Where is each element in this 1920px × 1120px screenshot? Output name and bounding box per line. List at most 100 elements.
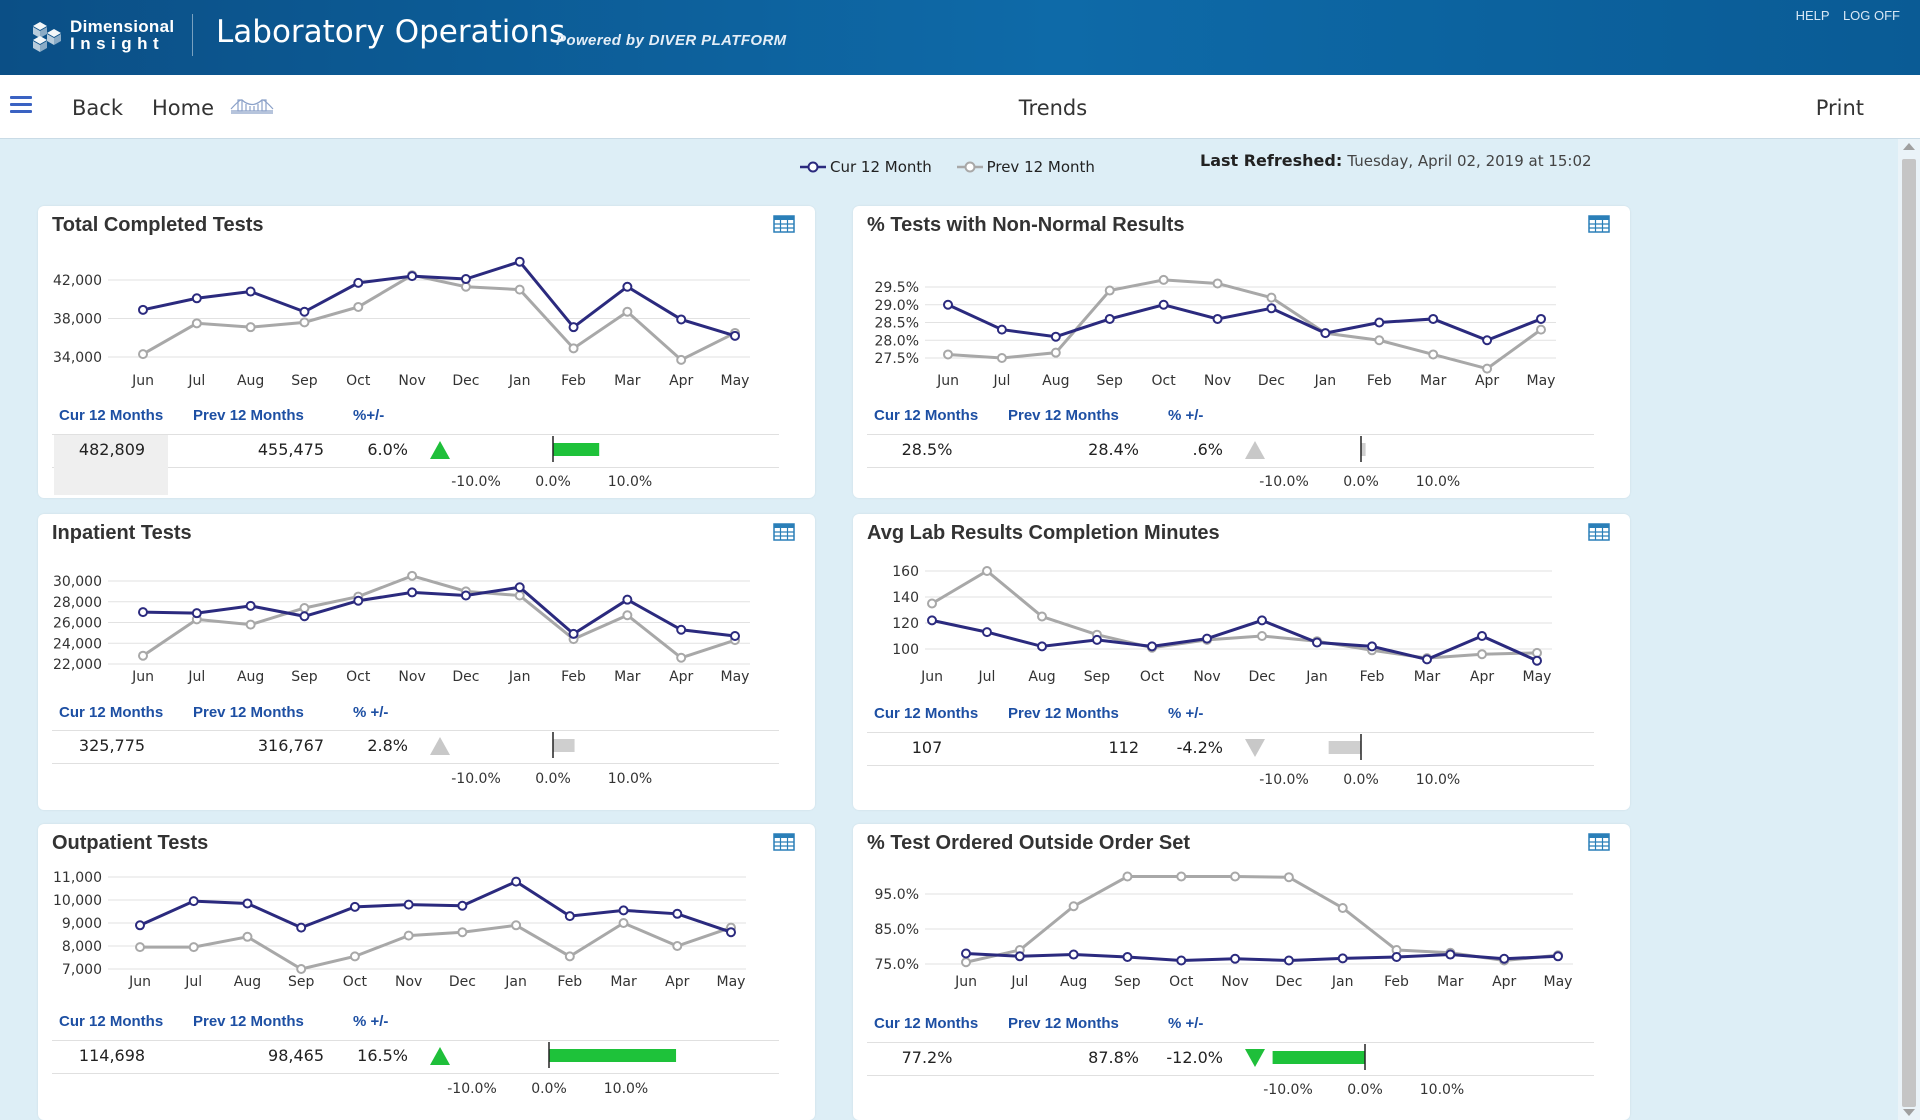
stats-value-pct: 16.5% bbox=[357, 1046, 408, 1065]
table-view-icon[interactable] bbox=[773, 215, 795, 233]
header-divider bbox=[192, 14, 193, 56]
stats-header-prev: Prev 12 Months bbox=[193, 704, 304, 721]
table-view-icon[interactable] bbox=[1588, 523, 1610, 541]
legend-prev-icon bbox=[956, 161, 983, 173]
panel-inpatient-tests: Inpatient Tests bbox=[38, 514, 815, 810]
scale-label: -10.0% bbox=[451, 474, 501, 490]
scroll-up-icon[interactable] bbox=[1903, 143, 1915, 150]
scale-label: -10.0% bbox=[1263, 1082, 1313, 1098]
print-link[interactable]: Print bbox=[1815, 96, 1864, 120]
scroll-thumb[interactable] bbox=[1902, 159, 1916, 1107]
scroll-down-icon[interactable] bbox=[1903, 1109, 1915, 1116]
app-title: Laboratory Operations bbox=[216, 14, 566, 50]
stats-value-prev: 316,767 bbox=[257, 736, 324, 755]
powered-by-label: Powered by DIVER PLATFORM bbox=[556, 32, 787, 49]
panel-title: % Tests with Non-Normal Results bbox=[867, 214, 1185, 236]
top-header: Dimensional Insight Laboratory Operation… bbox=[0, 0, 1920, 75]
stats-value-pct: .6% bbox=[1192, 440, 1223, 459]
panel-title: Total Completed Tests bbox=[52, 214, 264, 236]
stats-row-divider bbox=[52, 763, 779, 764]
stats-header-prev: Prev 12 Months bbox=[1008, 1015, 1119, 1032]
scale-label: 0.0% bbox=[535, 474, 571, 490]
scale-label: -10.0% bbox=[447, 1081, 497, 1097]
stats-header-pct: % +/- bbox=[1168, 705, 1204, 722]
scale-label: 0.0% bbox=[535, 771, 571, 787]
stats-header-cur: Cur 12 Months bbox=[59, 704, 164, 721]
stats-value-cur: 77.2% bbox=[901, 1048, 953, 1067]
hamburger-menu-icon[interactable] bbox=[10, 96, 32, 114]
scale-label: 0.0% bbox=[531, 1081, 567, 1097]
stats-header-pct: % +/- bbox=[1168, 1015, 1204, 1032]
scale-label: -10.0% bbox=[1259, 474, 1309, 490]
table-view-icon[interactable] bbox=[1588, 833, 1610, 851]
table-view-icon[interactable] bbox=[1588, 215, 1610, 233]
stats-row-divider bbox=[52, 1073, 779, 1074]
stats-header-pct: % +/- bbox=[353, 704, 389, 721]
stats-row-divider bbox=[52, 1040, 779, 1041]
scale-label: 10.0% bbox=[1415, 772, 1461, 788]
help-link[interactable]: HELP bbox=[1795, 8, 1830, 23]
stats-header-cur: Cur 12 Months bbox=[874, 705, 979, 722]
scale-label: -10.0% bbox=[1259, 772, 1309, 788]
stats-row-divider bbox=[867, 1042, 1594, 1043]
stats-value-cur: 482,809 bbox=[78, 440, 146, 459]
stats-header-prev: Prev 12 Months bbox=[1008, 705, 1119, 722]
back-link[interactable]: Back bbox=[72, 96, 123, 120]
last-refreshed: Last Refreshed: Tuesday, April 02, 2019 … bbox=[1200, 151, 1592, 170]
stats-header-cur: Cur 12 Months bbox=[59, 407, 164, 424]
stats-row-divider bbox=[52, 730, 779, 731]
stats-value-prev: 28.4% bbox=[1088, 440, 1139, 459]
stats-row-divider bbox=[867, 467, 1594, 468]
vertical-scrollbar[interactable] bbox=[1898, 139, 1920, 1120]
logo-text-line2: Insight bbox=[70, 34, 165, 53]
stats-header-prev: Prev 12 Months bbox=[193, 1013, 304, 1030]
stats-header-pct: % +/- bbox=[353, 1013, 389, 1030]
last-refreshed-label: Last Refreshed: bbox=[1200, 151, 1343, 170]
stats-value-prev: 455,475 bbox=[257, 440, 324, 459]
logoff-link[interactable]: LOG OFF bbox=[1842, 8, 1900, 23]
scale-label: 0.0% bbox=[1343, 474, 1379, 490]
legend-prev: Prev 12 Month bbox=[956, 158, 1095, 176]
stats-value-cur: 28.5% bbox=[901, 440, 953, 459]
last-refreshed-value: Tuesday, April 02, 2019 at 15:02 bbox=[1347, 152, 1592, 170]
home-link[interactable]: Home bbox=[152, 96, 215, 120]
scale-label: -10.0% bbox=[451, 771, 501, 787]
stats-header-cur: Cur 12 Months bbox=[874, 1015, 979, 1032]
stats-value-cur: 325,775 bbox=[78, 736, 146, 755]
scale-label: 0.0% bbox=[1347, 1082, 1383, 1098]
panel-test-ordered-outside-order-set: % Test Ordered Outside Order Set bbox=[853, 824, 1630, 1120]
stats-header-prev: Prev 12 Months bbox=[193, 407, 304, 424]
stats-header-pct: % +/- bbox=[1168, 407, 1204, 424]
scale-label: 10.0% bbox=[603, 1081, 649, 1097]
bridge-icon[interactable] bbox=[230, 97, 274, 115]
panel-title: Avg Lab Results Completion Minutes bbox=[867, 522, 1220, 544]
stats-row-divider bbox=[867, 1075, 1594, 1076]
stats-row-divider bbox=[867, 732, 1594, 733]
cubes-logo-icon bbox=[33, 22, 61, 52]
scale-label: 10.0% bbox=[1415, 474, 1461, 490]
stats-row-divider bbox=[867, 765, 1594, 766]
logo-text-line1: Dimensional bbox=[70, 17, 175, 36]
legend-cur-label: Cur 12 Month bbox=[830, 158, 932, 176]
stats-header-cur: Cur 12 Months bbox=[874, 407, 979, 424]
legend-prev-label: Prev 12 Month bbox=[986, 158, 1095, 176]
stats-value-pct: -4.2% bbox=[1176, 738, 1223, 757]
dimensional-insight-logo[interactable]: Dimensional Insight bbox=[30, 16, 180, 56]
stats-value-cur: 114,698 bbox=[78, 1046, 146, 1065]
nav-bar bbox=[0, 75, 1920, 139]
scale-label: 10.0% bbox=[607, 474, 653, 490]
stats-header-cur: Cur 12 Months bbox=[59, 1013, 164, 1030]
stats-header-pct: %+/- bbox=[353, 407, 385, 424]
table-view-icon[interactable] bbox=[773, 833, 795, 851]
stats-value-pct: 6.0% bbox=[367, 440, 408, 459]
stats-value-prev: 87.8% bbox=[1088, 1048, 1139, 1067]
stats-row-divider bbox=[52, 434, 779, 435]
panel-outpatient-tests: Outpatient Tests bbox=[38, 824, 815, 1120]
stats-value-prev: 98,465 bbox=[268, 1046, 324, 1065]
panel-title: Inpatient Tests bbox=[52, 522, 192, 544]
chart-legend: Cur 12 Month Prev 12 Month bbox=[800, 158, 1115, 178]
stats-value-prev: 112 bbox=[1108, 738, 1139, 757]
table-view-icon[interactable] bbox=[773, 523, 795, 541]
cur-value-highlight bbox=[54, 435, 168, 495]
page-title: Trends bbox=[1018, 96, 1088, 120]
